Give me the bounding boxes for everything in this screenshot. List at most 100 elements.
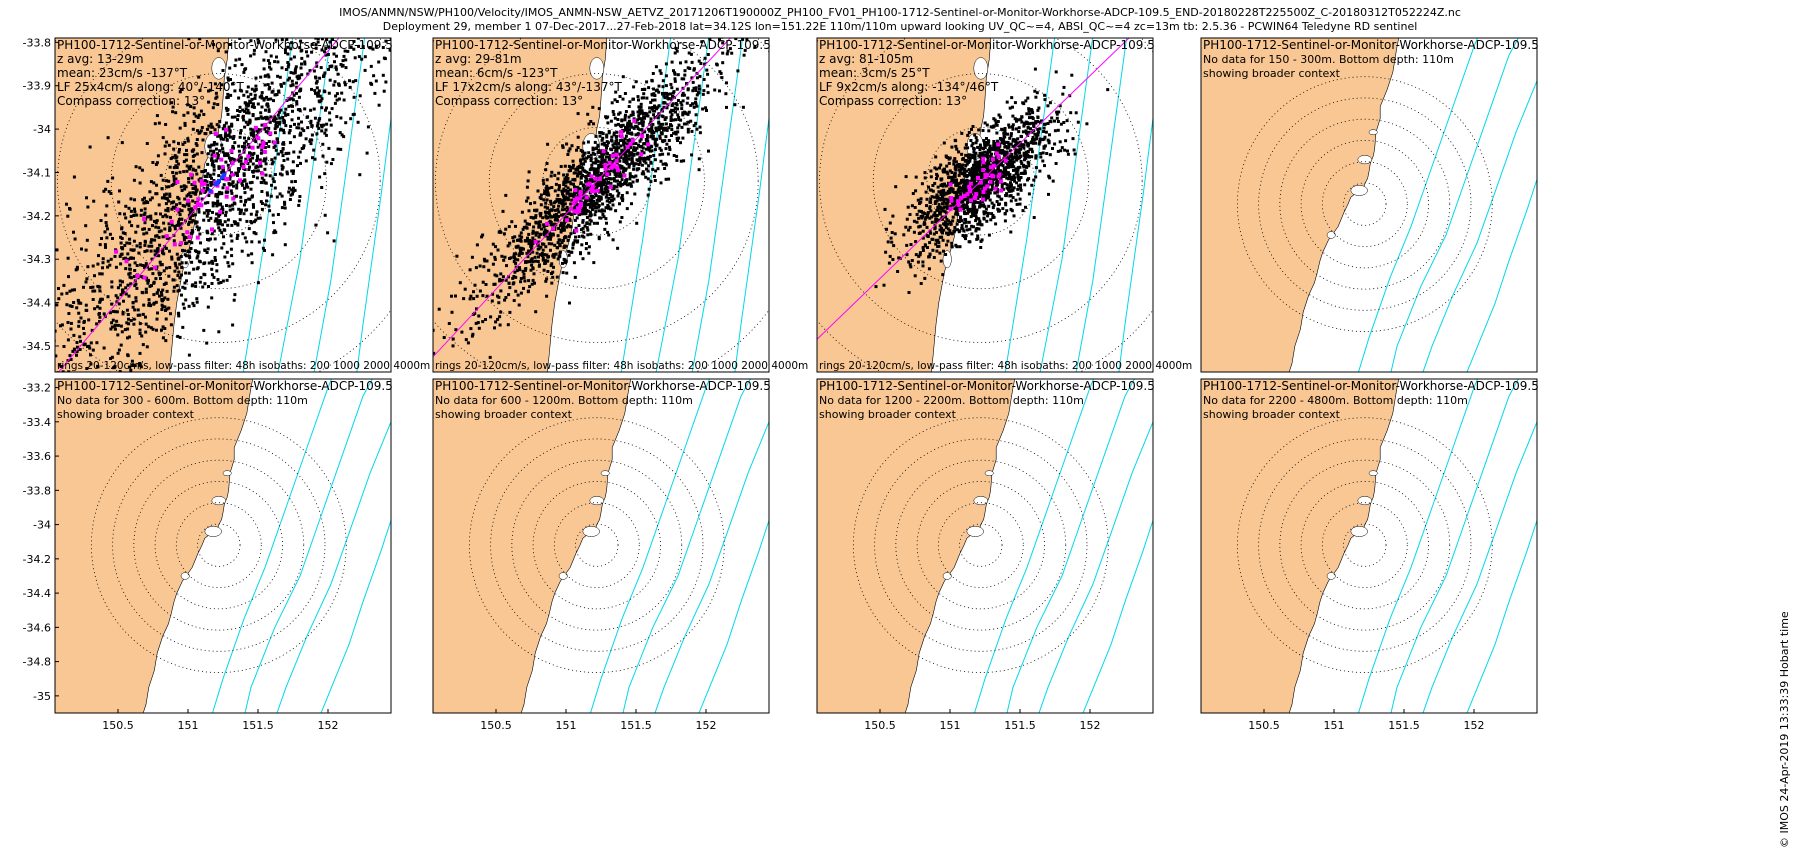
velocity-point bbox=[143, 207, 147, 211]
velocity-point bbox=[269, 97, 273, 101]
velocity-point bbox=[294, 67, 298, 71]
velocity-point bbox=[310, 50, 314, 54]
velocity-point bbox=[245, 208, 249, 212]
velocity-point bbox=[493, 255, 497, 259]
velocity-point bbox=[242, 150, 246, 154]
velocity-point bbox=[133, 308, 137, 312]
panel-info-line: Compass correction: 13° bbox=[435, 94, 583, 108]
velocity-point bbox=[882, 283, 886, 287]
velocity-point bbox=[616, 194, 620, 198]
velocity-point bbox=[649, 180, 653, 184]
velocity-point bbox=[224, 213, 228, 217]
velocity-point bbox=[263, 238, 266, 242]
velocity-point bbox=[210, 282, 214, 285]
velocity-point bbox=[1009, 132, 1013, 136]
velocity-point bbox=[628, 131, 632, 135]
velocity-point bbox=[575, 202, 579, 206]
velocity-point bbox=[0, 439, 2, 442]
velocity-point bbox=[992, 215, 996, 219]
velocity-point bbox=[498, 229, 502, 233]
velocity-point bbox=[128, 237, 132, 241]
velocity-point bbox=[605, 140, 609, 144]
velocity-point bbox=[366, 8, 369, 11]
velocity-point bbox=[196, 228, 200, 232]
velocity-point bbox=[976, 195, 980, 198]
velocity-point bbox=[582, 191, 586, 195]
velocity-point bbox=[542, 242, 546, 246]
velocity-point bbox=[160, 303, 164, 307]
velocity-point bbox=[297, 203, 301, 207]
velocity-point bbox=[649, 100, 653, 104]
velocity-point bbox=[593, 170, 596, 174]
velocity-point bbox=[256, 41, 260, 45]
velocity-point bbox=[197, 207, 201, 211]
velocity-point bbox=[253, 96, 257, 100]
velocity-point bbox=[297, 95, 301, 99]
velocity-point bbox=[538, 212, 542, 216]
velocity-point bbox=[615, 130, 619, 134]
velocity-point bbox=[334, 67, 338, 71]
velocity-point bbox=[621, 75, 625, 79]
velocity-point bbox=[948, 187, 952, 191]
velocity-point bbox=[675, 154, 679, 158]
velocity-point bbox=[1020, 144, 1024, 148]
velocity-point bbox=[634, 174, 638, 178]
velocity-point bbox=[964, 220, 968, 224]
velocity-point bbox=[523, 219, 527, 223]
velocity-point bbox=[635, 221, 639, 225]
y-tick-label: -34.2 bbox=[23, 210, 51, 223]
velocity-point bbox=[66, 321, 70, 324]
velocity-point bbox=[154, 212, 158, 216]
velocity-point bbox=[251, 153, 255, 156]
velocity-point bbox=[49, 321, 52, 324]
velocity-point bbox=[195, 225, 199, 229]
velocity-point bbox=[628, 128, 631, 132]
velocity-point bbox=[527, 242, 531, 246]
velocity-point bbox=[713, 88, 717, 92]
velocity-point bbox=[519, 277, 523, 280]
velocity-point bbox=[664, 74, 668, 78]
velocity-point bbox=[563, 216, 567, 220]
velocity-point bbox=[959, 186, 963, 190]
velocity-point bbox=[641, 170, 645, 174]
velocity-point bbox=[243, 191, 247, 195]
velocity-point bbox=[656, 167, 660, 171]
velocity-point bbox=[659, 148, 663, 152]
velocity-point bbox=[360, 57, 364, 61]
velocity-point bbox=[1043, 93, 1047, 97]
velocity-point bbox=[624, 147, 628, 151]
velocity-point bbox=[564, 177, 568, 181]
low-pass-point bbox=[230, 161, 235, 166]
velocity-point bbox=[1013, 101, 1017, 105]
velocity-point bbox=[1038, 169, 1042, 173]
velocity-point bbox=[198, 280, 202, 284]
velocity-point bbox=[553, 208, 557, 212]
velocity-point bbox=[1014, 140, 1018, 144]
velocity-point bbox=[667, 139, 671, 142]
velocity-point bbox=[229, 159, 233, 162]
velocity-point bbox=[136, 224, 140, 228]
velocity-point bbox=[138, 328, 142, 332]
velocity-point bbox=[650, 129, 654, 133]
speed-ring bbox=[57, 38, 381, 343]
velocity-point bbox=[254, 232, 258, 236]
velocity-point bbox=[207, 89, 210, 93]
low-pass-point bbox=[142, 217, 147, 221]
velocity-point bbox=[185, 169, 189, 173]
velocity-point bbox=[640, 109, 644, 113]
velocity-point bbox=[153, 219, 156, 223]
velocity-point bbox=[210, 153, 214, 157]
isobath-line bbox=[1075, 38, 1128, 372]
velocity-point bbox=[564, 244, 568, 248]
velocity-point bbox=[165, 236, 169, 240]
velocity-point bbox=[271, 160, 275, 164]
velocity-point bbox=[537, 235, 541, 239]
velocity-point bbox=[181, 285, 185, 289]
velocity-point bbox=[605, 193, 609, 197]
velocity-point bbox=[640, 96, 644, 100]
velocity-point bbox=[915, 220, 919, 224]
velocity-point bbox=[199, 109, 203, 113]
velocity-point bbox=[256, 281, 260, 285]
velocity-point bbox=[231, 146, 235, 150]
panel-info-line: z avg: 13-29m bbox=[57, 52, 144, 66]
